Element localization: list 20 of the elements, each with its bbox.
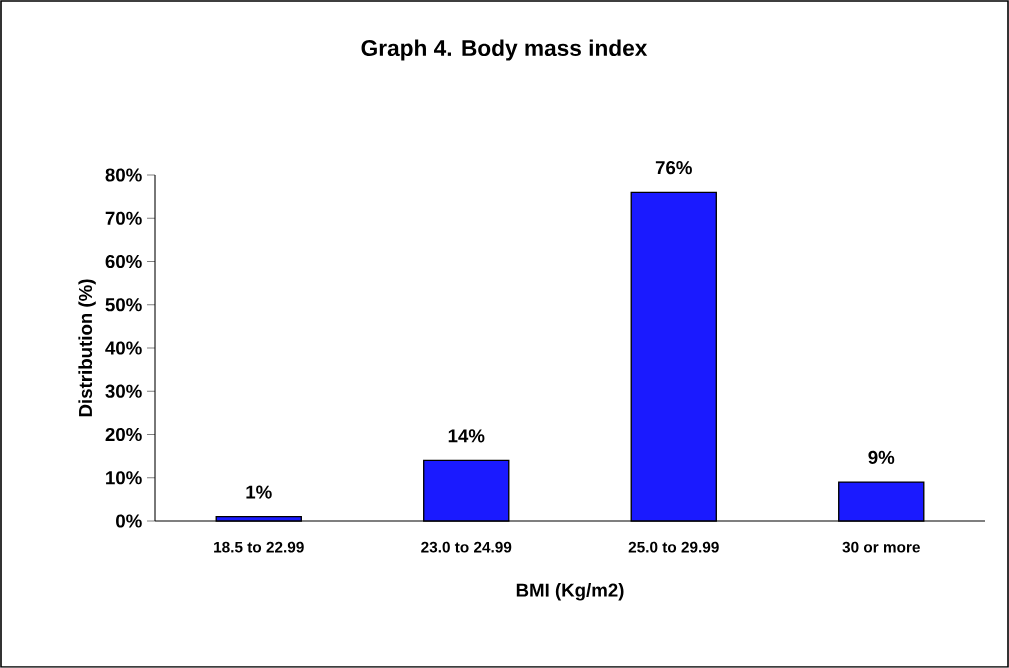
y-axis-title: Distribution (%) [78,279,96,417]
y-tick-label: 60% [105,254,142,269]
y-tick-label: 50% [105,298,142,312]
x-axis-title: BMI (Kg/m2) [516,583,624,601]
chart-title: Graph 4. Body mass index [361,39,648,61]
y-tick-label: 10% [106,471,142,485]
x-tick-label: 30 or more [842,541,920,553]
y-tick-label: 0% [116,514,142,528]
data-label: 76% [655,161,692,175]
y-tick-label: 80% [105,168,142,182]
data-label: 9% [868,450,895,465]
x-tick-label: 18.5 to 22.99 [214,541,304,553]
y-tick-label: 30% [105,384,142,398]
data-label: 1% [246,485,272,499]
x-tick-label: 25.0 to 29.99 [628,541,719,553]
x-tick-label: 23.0 to 24.99 [421,541,512,553]
data-label: 14% [448,429,485,443]
y-tick-label: 70% [105,211,142,225]
y-tick-label: 40% [105,341,142,355]
y-tick-label: 20% [105,427,142,442]
